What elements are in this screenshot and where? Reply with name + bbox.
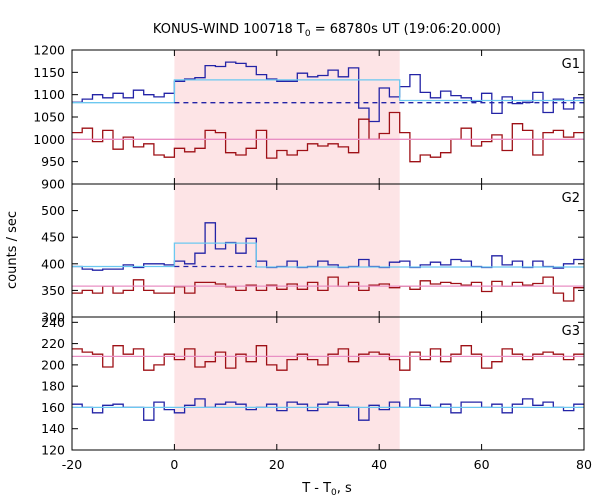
x-axis-label: T - T0, s <box>301 481 352 498</box>
x-tick-label: 60 <box>474 457 490 472</box>
panel-frame <box>71 316 585 451</box>
y-tick-label: 300 <box>41 310 65 325</box>
y-tick-label: 1200 <box>33 43 65 58</box>
histogram-series-blue <box>72 61 584 123</box>
y-tick-label: 120 <box>41 443 65 458</box>
y-tick-label: 400 <box>41 256 65 271</box>
panel-label: G1 <box>562 57 580 72</box>
x-tick-label: 40 <box>371 457 387 472</box>
histogram-series-red <box>72 276 584 302</box>
y-tick-label: 1100 <box>33 87 65 102</box>
y-tick-label: 200 <box>41 357 65 372</box>
x-tick-label: 80 <box>576 457 592 472</box>
x-tick-label: 20 <box>269 457 285 472</box>
y-tick-label: 350 <box>41 283 65 298</box>
highlight-layer <box>174 50 400 450</box>
y-tick-label: 240 <box>41 315 65 330</box>
y-tick-label: 1000 <box>33 132 65 147</box>
x-tick-label: -20 <box>62 457 82 472</box>
y-tick-label: 500 <box>41 203 65 218</box>
y-tick-label: 950 <box>41 154 65 169</box>
histogram-series-blue <box>72 222 584 271</box>
histogram-series-red <box>72 345 584 371</box>
chart-title: KONUS-WIND 100718 T0 = 68780s UT (19:06:… <box>153 22 501 39</box>
frame-layer <box>71 49 585 451</box>
fit-line-fit_blue <box>72 79 584 104</box>
y-axis-label: counts / sec <box>5 211 20 289</box>
histogram-series-red <box>72 111 584 163</box>
y-tick-label: 160 <box>41 400 65 415</box>
y-tick-label: 220 <box>41 336 65 351</box>
y-tick-label: 1050 <box>33 110 65 125</box>
panel-label: G3 <box>562 324 580 339</box>
x-tick-label: 0 <box>170 457 178 472</box>
panel-label: G2 <box>562 191 580 206</box>
text-layer: 90095010001050110011501200G1300350400450… <box>33 43 592 473</box>
fit-line-fit_blue <box>72 242 584 268</box>
series-layer <box>72 61 584 421</box>
y-tick-label: 900 <box>41 177 65 192</box>
y-tick-label: 180 <box>41 379 65 394</box>
y-tick-label: 450 <box>41 230 65 245</box>
histogram-series-blue <box>72 398 584 421</box>
highlight-interval <box>174 50 400 450</box>
y-tick-label: 1150 <box>33 65 65 80</box>
y-tick-label: 140 <box>41 421 65 436</box>
